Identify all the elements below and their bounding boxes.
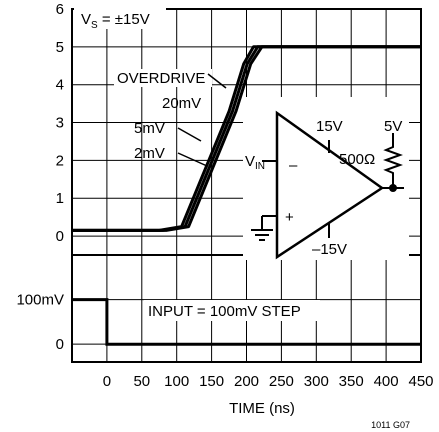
- plot-border: [71, 8, 422, 363]
- y-tick-label-6: 6: [56, 1, 64, 18]
- y-tick-label-0: 0: [56, 228, 64, 245]
- negative-supply-label: –15V: [312, 241, 347, 258]
- upper-y-tick-labels: 0 1 2 3 4 5 6: [56, 1, 64, 245]
- input-step-label: INPUT = 100mV STEP: [148, 303, 301, 320]
- y-tick-label-4: 4: [56, 77, 64, 94]
- supply-label-background: [74, 7, 166, 29]
- input-label-background: [144, 300, 320, 321]
- data-traces: [72, 45, 421, 346]
- x-tick-label-400: 400: [374, 373, 399, 390]
- input-step-trace: [72, 298, 421, 346]
- plus-input-label: +: [285, 209, 294, 226]
- x-tick-label-450: 450: [408, 373, 433, 390]
- plus-input-wire: [261, 215, 277, 230]
- schematic-background: [243, 97, 409, 260]
- x-tick-label-350: 350: [339, 373, 364, 390]
- series-label-2mv: 2mV: [134, 145, 165, 162]
- x-tick-label-300: 300: [304, 373, 329, 390]
- vin-label: VIN: [245, 153, 265, 172]
- overdrive-leader-line: [207, 73, 227, 89]
- x-tick-label-50: 50: [133, 373, 150, 390]
- y-tick-label-lower-0: 0: [56, 336, 64, 353]
- positive-supply-label: 15V: [316, 118, 343, 135]
- y-tick-label-3: 3: [56, 115, 64, 132]
- output-trace-2mv: [72, 45, 421, 232]
- series-label-20mv: 20mV: [162, 95, 201, 112]
- x-tick-label-250: 250: [269, 373, 294, 390]
- series-label-5mv: 5mV: [134, 120, 165, 137]
- minus-input-label: –: [289, 157, 298, 174]
- y-tick-label-1: 1: [56, 190, 64, 207]
- 5mv-leader-line: [177, 127, 202, 142]
- 2mv-leader-line: [177, 152, 208, 167]
- ground-icon: [251, 229, 273, 241]
- figure-id-label: 1011 G07: [371, 420, 410, 430]
- overdrive-label: OVERDRIVE: [117, 70, 205, 87]
- pullup-resistor-label: 500Ω: [339, 151, 375, 168]
- x-axis-title: TIME (ns): [229, 400, 295, 417]
- y-tick-label-lower-100mV: 100mV: [16, 292, 64, 309]
- x-tick-labels: 0 50 100 150 200 250 300 350 400 450: [103, 373, 434, 390]
- comparator-schematic: VIN – + 15V –15V 5V 500Ω: [243, 97, 409, 260]
- pullup-resistor-symbol: [383, 133, 403, 188]
- pullup-voltage-label: 5V: [384, 118, 402, 135]
- y-tick-label-2: 2: [56, 152, 64, 169]
- supply-voltage-label: VS = ±15V: [81, 11, 150, 31]
- overdrive-label-background: [114, 69, 212, 87]
- x-tick-label-100: 100: [164, 373, 189, 390]
- x-tick-label-0: 0: [103, 373, 111, 390]
- lower-y-tick-labels: 0 100mV: [16, 292, 64, 354]
- output-node-dot: [389, 184, 397, 192]
- x-tick-label-150: 150: [199, 373, 224, 390]
- y-tick-label-5: 5: [56, 39, 64, 56]
- x-tick-label-200: 200: [234, 373, 259, 390]
